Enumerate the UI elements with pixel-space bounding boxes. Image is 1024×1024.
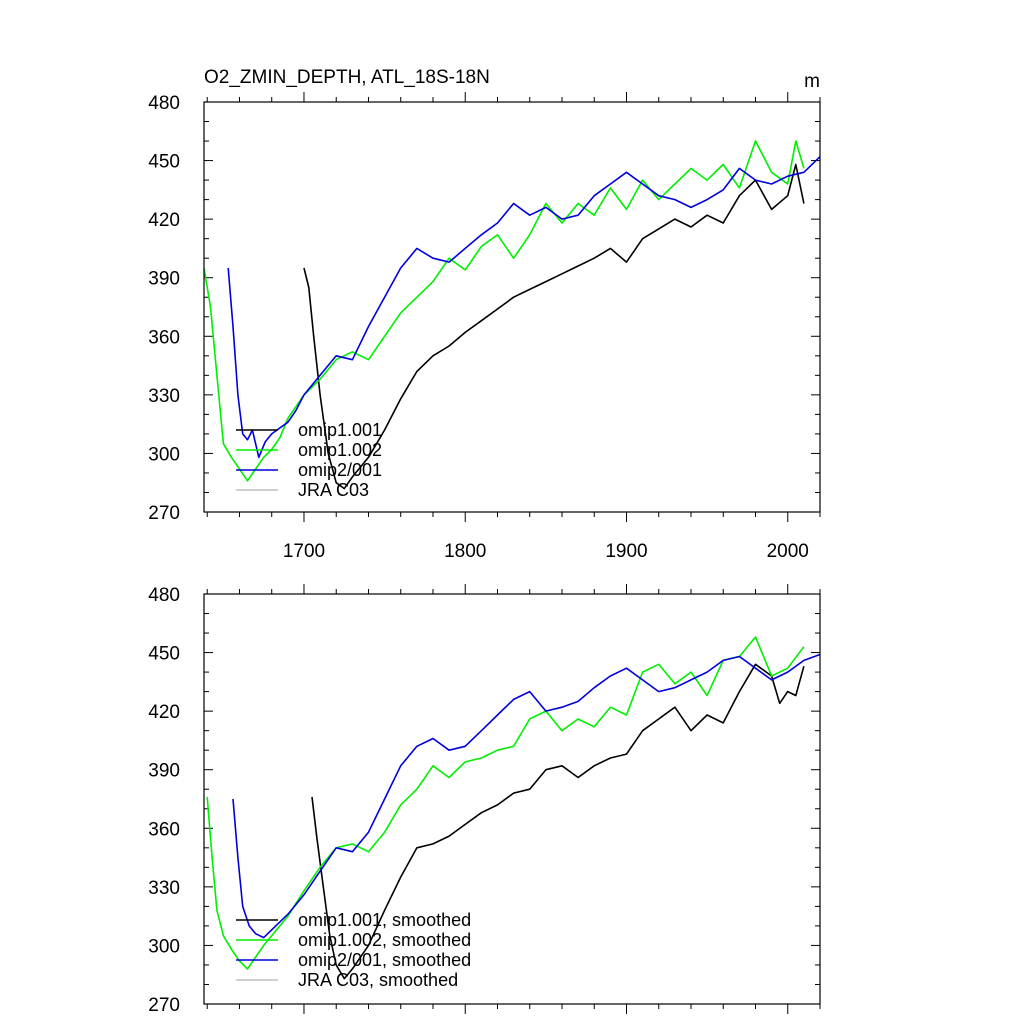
legend-label: omip1.001 <box>298 420 382 440</box>
chart-title: O2_ZMIN_DEPTH, ATL_18S-18N <box>204 67 490 88</box>
x-tick-label: 1700 <box>283 541 325 562</box>
legend-label: JRA C03 <box>298 480 369 500</box>
series-line-omip2_001 <box>232 653 821 939</box>
y-tick-label: 270 <box>148 995 180 1016</box>
y-tick-label: 390 <box>148 269 180 290</box>
top-series-lines <box>203 140 821 490</box>
legend-label: omip1.002, smoothed <box>298 930 471 950</box>
legend-label: omip2/001 <box>298 460 382 480</box>
bottom-axis-ticks <box>204 584 821 1014</box>
y-tick-label: 420 <box>148 210 180 231</box>
bottom-series-lines <box>206 636 821 980</box>
y-tick-label: 330 <box>148 878 180 899</box>
y-tick-label: 480 <box>148 93 180 114</box>
y-tick-label: 360 <box>148 819 180 840</box>
y-tick-label: 270 <box>148 503 180 524</box>
y-tick-label: 450 <box>148 152 180 173</box>
legend-label: omip2/001, smoothed <box>298 950 471 970</box>
top-plot-frame <box>203 101 821 513</box>
series-line-omip1_001 <box>303 163 805 490</box>
legend-label: omip1.002 <box>298 440 382 460</box>
top-x-tick-labels: 1700 1800 1900 2000 <box>283 541 809 562</box>
series-line-omip1_002 <box>203 140 805 482</box>
series-line-omip1_001 <box>311 663 805 980</box>
units-label: m <box>804 71 820 92</box>
bottom-plot-frame <box>203 593 821 1005</box>
top-axis-ticks <box>204 92 821 522</box>
x-tick-label: 2000 <box>767 541 809 562</box>
x-tick-label: 1900 <box>605 541 647 562</box>
top-y-tick-labels: 270 300 330 360 390 420 450 480 <box>148 93 180 524</box>
y-tick-label: 330 <box>148 386 180 407</box>
y-tick-label: 300 <box>148 936 180 957</box>
y-tick-label: 450 <box>148 644 180 665</box>
y-tick-label: 360 <box>148 327 180 348</box>
series-line-omip1_002 <box>206 636 805 970</box>
legend-label: omip1.001, smoothed <box>298 910 471 930</box>
legend-label: JRA C03, smoothed <box>298 970 458 990</box>
series-line-omip2_001 <box>227 156 821 459</box>
y-tick-label: 420 <box>148 702 180 723</box>
bottom-panel: 270 300 330 360 390 420 450 480 omip1.001, smoo… <box>148 584 821 1016</box>
y-tick-label: 300 <box>148 444 180 465</box>
bottom-y-tick-labels: 270 300 330 360 390 420 450 480 <box>148 585 180 1016</box>
x-tick-label: 1800 <box>444 541 486 562</box>
y-tick-label: 480 <box>148 585 180 606</box>
y-tick-label: 390 <box>148 761 180 782</box>
top-panel: 270 300 330 360 390 420 450 480 1700 1800 1900 200… <box>148 92 821 562</box>
